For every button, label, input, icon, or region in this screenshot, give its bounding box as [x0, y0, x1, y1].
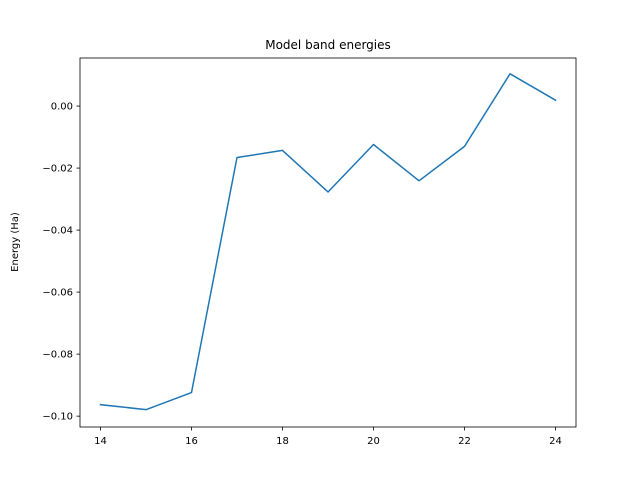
y-axis: −0.10 −0.08 −0.06 −0.04 −0.02 0.00 [42, 102, 80, 423]
axes-frame [79, 57, 577, 428]
x-tick-label: 22 [458, 436, 471, 447]
x-tick-label: 24 [549, 436, 562, 447]
x-tick-label: 20 [367, 436, 380, 447]
chart-title: Model band energies [265, 38, 391, 52]
y-tick-label: −0.08 [42, 350, 73, 361]
series-line-0 [99, 73, 557, 411]
series-layer [99, 73, 557, 411]
x-tick-label: 16 [185, 436, 198, 447]
y-tick-label: −0.06 [42, 288, 73, 299]
y-tick-label: −0.04 [42, 226, 73, 237]
y-tick-label: −0.10 [42, 412, 73, 423]
x-tick-label: 14 [94, 436, 107, 447]
y-tick-label: 0.00 [51, 102, 73, 113]
x-axis: 14 16 18 20 22 24 [94, 427, 562, 447]
x-tick-label: 18 [276, 436, 289, 447]
plot-background [80, 58, 576, 427]
plot-area [79, 57, 577, 428]
y-axis-label: Energy (Ha) [10, 212, 21, 272]
y-tick-label: −0.02 [42, 164, 73, 175]
